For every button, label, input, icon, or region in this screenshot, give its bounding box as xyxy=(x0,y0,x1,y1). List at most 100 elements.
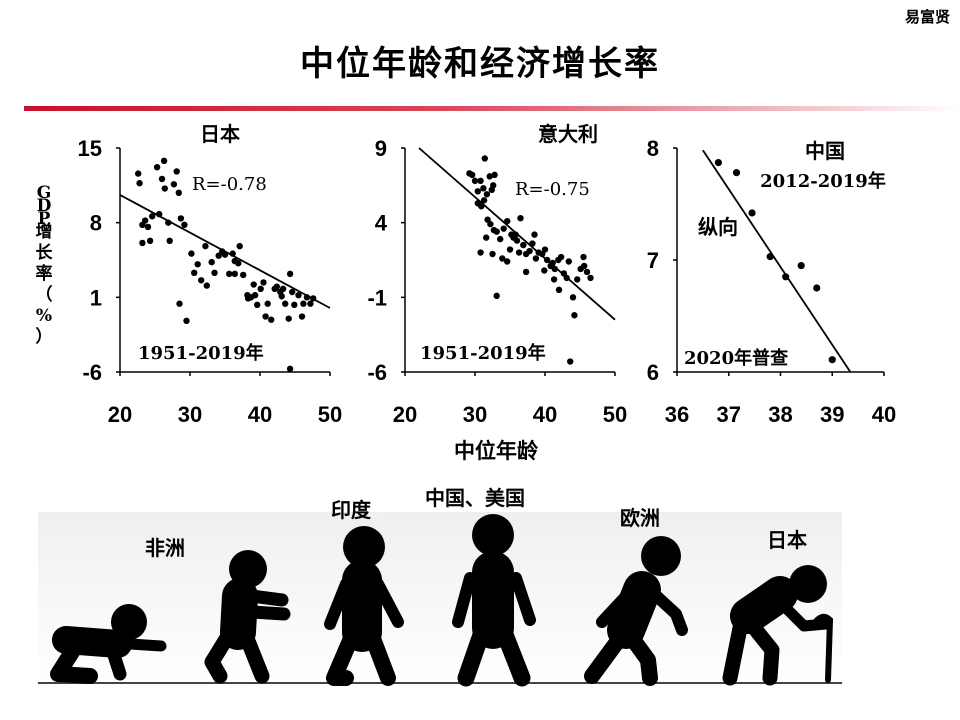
y-axis-label-char: % xyxy=(36,306,52,326)
japan-x-tick-label: 30 xyxy=(178,402,202,427)
italy-period: 1951-2019年 xyxy=(420,342,546,364)
japan-data-point xyxy=(268,316,275,323)
japan-y-tick-label: 15 xyxy=(78,136,102,161)
japan-data-point xyxy=(300,300,307,307)
italy-data-point xyxy=(515,249,523,256)
italy-data-point xyxy=(531,231,538,238)
japan-data-point xyxy=(244,295,252,302)
japan-data-point xyxy=(191,269,198,276)
japan-data-point xyxy=(142,217,149,224)
japan-data-point xyxy=(144,223,152,231)
china-data-point xyxy=(782,273,790,281)
italy-y-tick-label: -6 xyxy=(367,360,387,385)
italy-data-point xyxy=(522,268,530,276)
italy-x-tick-label: 50 xyxy=(603,402,627,427)
china-vertical-note: 纵向 xyxy=(698,215,738,239)
china-data-point xyxy=(714,158,723,167)
japan-data-point xyxy=(260,279,267,286)
walking-cane xyxy=(811,613,834,683)
italy-data-point xyxy=(478,203,485,210)
china-x-tick-label: 36 xyxy=(665,402,689,427)
china-y-tick-label: 8 xyxy=(647,136,659,161)
italy-data-point xyxy=(512,231,519,238)
japan-data-point xyxy=(136,180,143,187)
italy-data-point xyxy=(569,294,577,301)
japan-data-point xyxy=(153,164,161,171)
y-axis-label-char: D xyxy=(37,196,52,216)
japan-data-point xyxy=(303,294,311,301)
italy-data-point xyxy=(497,235,504,243)
italy-y-tick-label: 4 xyxy=(375,211,388,236)
japan-data-point xyxy=(282,300,289,307)
young-walker-figure xyxy=(324,526,404,686)
japan-x-tick-label: 50 xyxy=(318,402,342,427)
italy-data-point xyxy=(480,185,487,192)
japan-data-point xyxy=(202,242,209,250)
china-data-point xyxy=(797,262,805,270)
italy-data-point xyxy=(493,292,500,300)
japan-data-point xyxy=(158,175,166,183)
japan-correlation: R=-0.78 xyxy=(192,174,267,195)
china-period: 2012-2019年 xyxy=(760,170,886,192)
japan-data-point xyxy=(279,285,287,292)
japan-data-point xyxy=(181,221,188,228)
japan-data-point xyxy=(208,258,215,266)
japan-data-point xyxy=(229,250,236,257)
japan-data-point xyxy=(176,300,183,307)
china-trend-line xyxy=(702,149,852,373)
stage-label-japan: 日本 xyxy=(767,528,807,552)
y-axis-label-char: G xyxy=(37,183,52,203)
japan-period: 1951-2019年 xyxy=(138,342,264,364)
japan-data-point xyxy=(149,213,156,220)
japan-data-point xyxy=(146,237,154,244)
italy-data-point xyxy=(574,276,581,283)
y-axis-label-char: 率 xyxy=(36,263,53,284)
stage-label-india: 印度 xyxy=(331,498,371,522)
y-axis-label-char: 增 xyxy=(36,221,53,242)
older-walker-figure xyxy=(584,536,688,686)
china-x-tick-label: 38 xyxy=(768,402,792,427)
japan-data-point xyxy=(250,281,257,288)
japan-data-point xyxy=(175,189,182,196)
italy-data-point xyxy=(583,268,591,276)
italy-data-point xyxy=(587,274,594,282)
japan-y-tick-label: -6 xyxy=(82,360,102,385)
japan-data-point xyxy=(211,269,218,276)
china-census-note: 2020年普查 xyxy=(684,347,788,369)
japan-data-point xyxy=(203,282,210,289)
japan-data-point xyxy=(286,365,294,372)
italy-data-point xyxy=(563,274,570,282)
china-x-tick-label: 39 xyxy=(820,402,844,427)
china-chart-label: 中国 xyxy=(805,139,845,163)
japan-data-point xyxy=(165,219,172,226)
italy-data-point xyxy=(487,220,494,228)
stage-label-europe: 欧洲 xyxy=(620,506,660,530)
italy-data-point xyxy=(520,241,527,249)
y-axis-label-char: （ xyxy=(36,284,53,305)
japan-y-tick-label: 1 xyxy=(90,285,102,310)
italy-data-point xyxy=(581,262,588,270)
japan-data-point xyxy=(254,301,261,308)
china-y-tick-label: 6 xyxy=(647,360,659,385)
italy-data-point xyxy=(529,240,536,247)
italy-data-point xyxy=(543,256,551,264)
italy-data-point xyxy=(549,259,556,267)
japan-data-point xyxy=(264,300,271,307)
japan-data-point xyxy=(291,301,298,308)
japan-data-point xyxy=(235,260,242,267)
italy-data-point xyxy=(517,214,524,222)
italy-data-point xyxy=(580,253,587,261)
japan-data-point xyxy=(135,170,142,177)
china-x-tick-label: 40 xyxy=(872,402,896,427)
china-y-tick-label: 7 xyxy=(647,248,659,273)
italy-data-point xyxy=(489,250,496,258)
italy-data-point xyxy=(500,225,507,232)
japan-data-point xyxy=(177,215,185,222)
y-axis-label-char: P xyxy=(38,209,51,229)
italy-data-point xyxy=(490,182,497,189)
china-data-point xyxy=(748,209,756,217)
japan-data-point xyxy=(161,185,168,192)
page-title: 中位年龄和经济增长率 xyxy=(300,44,660,84)
italy-data-point xyxy=(491,171,498,179)
